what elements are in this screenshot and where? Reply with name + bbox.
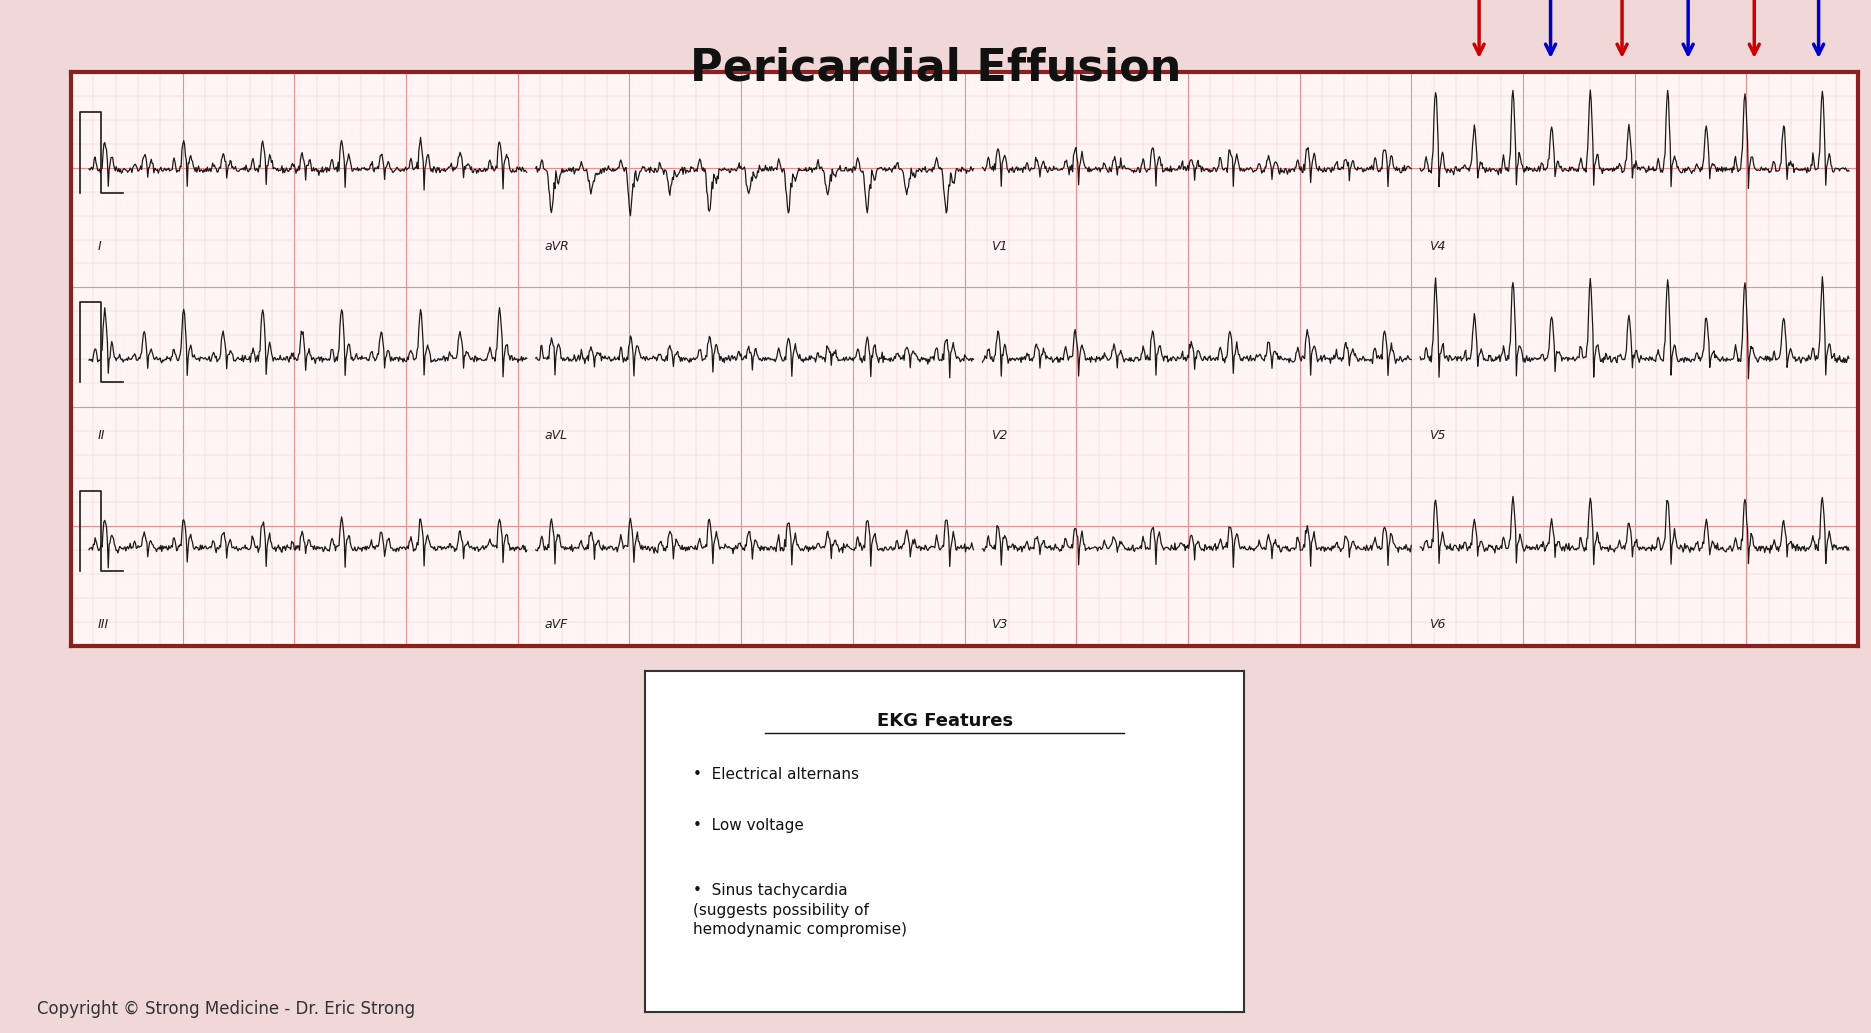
Text: aVF: aVF [544, 619, 569, 631]
Text: aVR: aVR [544, 240, 569, 253]
Text: •  Sinus tachycardia
(suggests possibility of
hemodynamic compromise): • Sinus tachycardia (suggests possibilit… [694, 883, 907, 937]
Text: V6: V6 [1429, 619, 1446, 631]
Text: V4: V4 [1429, 240, 1446, 253]
Text: III: III [97, 619, 109, 631]
Text: aVL: aVL [544, 430, 567, 442]
Text: V2: V2 [992, 430, 1008, 442]
Text: •  Electrical alternans: • Electrical alternans [694, 766, 859, 782]
Text: I: I [97, 240, 101, 253]
Text: II: II [97, 430, 105, 442]
Text: Copyright © Strong Medicine - Dr. Eric Strong: Copyright © Strong Medicine - Dr. Eric S… [37, 1000, 415, 1018]
Text: EKG Features: EKG Features [877, 713, 1012, 730]
Text: •  Low voltage: • Low voltage [694, 818, 805, 833]
Text: V1: V1 [992, 240, 1008, 253]
Text: V3: V3 [992, 619, 1008, 631]
Text: V5: V5 [1429, 430, 1446, 442]
Text: Pericardial Effusion: Pericardial Effusion [690, 46, 1181, 90]
